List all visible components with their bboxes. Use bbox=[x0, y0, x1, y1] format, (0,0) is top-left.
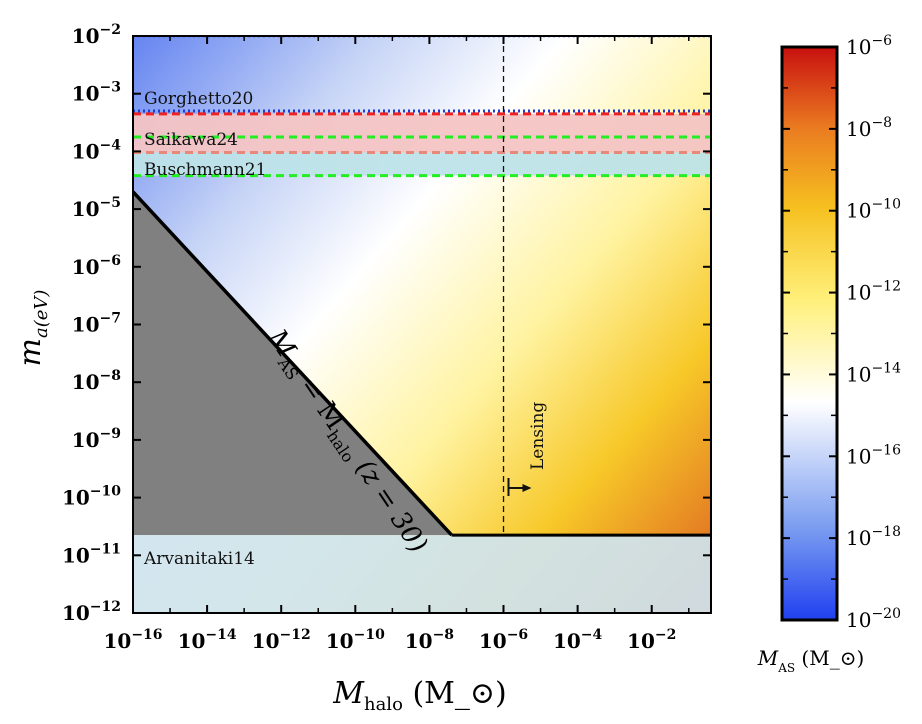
colorbar-title: MAS (M_⊙) bbox=[757, 646, 865, 675]
band-red bbox=[133, 113, 711, 153]
colorbar-tick-label: 10−12 bbox=[846, 279, 901, 305]
colorbar-tick-label: 10−18 bbox=[846, 524, 901, 550]
x-tick-label: 10−8 bbox=[405, 627, 454, 653]
colorbar-tick-label: 10−16 bbox=[846, 442, 901, 468]
colorbar-tick-label: 10−6 bbox=[846, 33, 892, 59]
y-axis-title: ma(eV) bbox=[13, 290, 52, 367]
y-tick-label: 10−2 bbox=[72, 22, 121, 48]
x-tick-label: 10−16 bbox=[103, 627, 162, 653]
y-tick-label: 10−12 bbox=[62, 599, 121, 625]
band-label-buschmann: Buschmann21 bbox=[144, 160, 266, 180]
band-label-arvanitaki: Arvanitaki14 bbox=[143, 549, 255, 569]
colorbar-tick-label: 10−14 bbox=[846, 360, 901, 386]
band-teal bbox=[133, 152, 711, 176]
y-tick-label: 10−3 bbox=[72, 80, 121, 106]
colorbar-tick-label: 10−10 bbox=[846, 197, 901, 223]
colorbar bbox=[780, 45, 839, 622]
band-arvanitaki bbox=[133, 535, 711, 613]
lensing-label: Lensing bbox=[528, 402, 548, 470]
colorbar-tick-label: 10−20 bbox=[846, 606, 901, 632]
band-label-gorghetto: Gorghetto20 bbox=[144, 89, 253, 109]
band-label-saikawa: Saikawa24 bbox=[144, 130, 238, 150]
svg-text:ma(eV): ma(eV) bbox=[13, 290, 52, 367]
lensing-arrow-head bbox=[522, 484, 532, 492]
y-tick-label: 10−7 bbox=[72, 311, 121, 337]
colorbar-ticks: 10−6 10−8 10−10 10−12 10−14 10−16 10−18 10−20 bbox=[782, 33, 901, 632]
y-tick-label: 10−9 bbox=[72, 426, 121, 452]
y-axis: 10−2 10−3 10−4 10−5 10−6 10−7 10−8 10−9 10−10 10−… bbox=[62, 22, 711, 625]
mas-equals-mhalo-line bbox=[133, 190, 453, 537]
y-tick-label: 10−6 bbox=[72, 253, 121, 279]
x-tick-label: 10−10 bbox=[326, 627, 385, 653]
y-tick-label: 10−10 bbox=[62, 484, 121, 510]
x-tick-label: 10−2 bbox=[627, 627, 676, 653]
y-tick-label: 10−5 bbox=[72, 195, 121, 221]
y-tick-label: 10−11 bbox=[62, 541, 121, 567]
x-axis-title: Mhalo (M_⊙) bbox=[332, 676, 506, 715]
x-tick-label: 10−14 bbox=[178, 627, 237, 653]
x-axis: 10−16 10−14 10−12 10−10 10−8 10−6 10−4 10−2 bbox=[103, 36, 690, 653]
colorbar-tick-label: 10−8 bbox=[846, 115, 892, 141]
x-tick-label: 10−6 bbox=[479, 627, 528, 653]
x-tick-label: 10−4 bbox=[553, 627, 603, 653]
x-tick-label: 10−12 bbox=[252, 627, 311, 653]
y-tick-label: 10−8 bbox=[72, 368, 121, 394]
y-tick-label: 10−4 bbox=[72, 137, 122, 163]
